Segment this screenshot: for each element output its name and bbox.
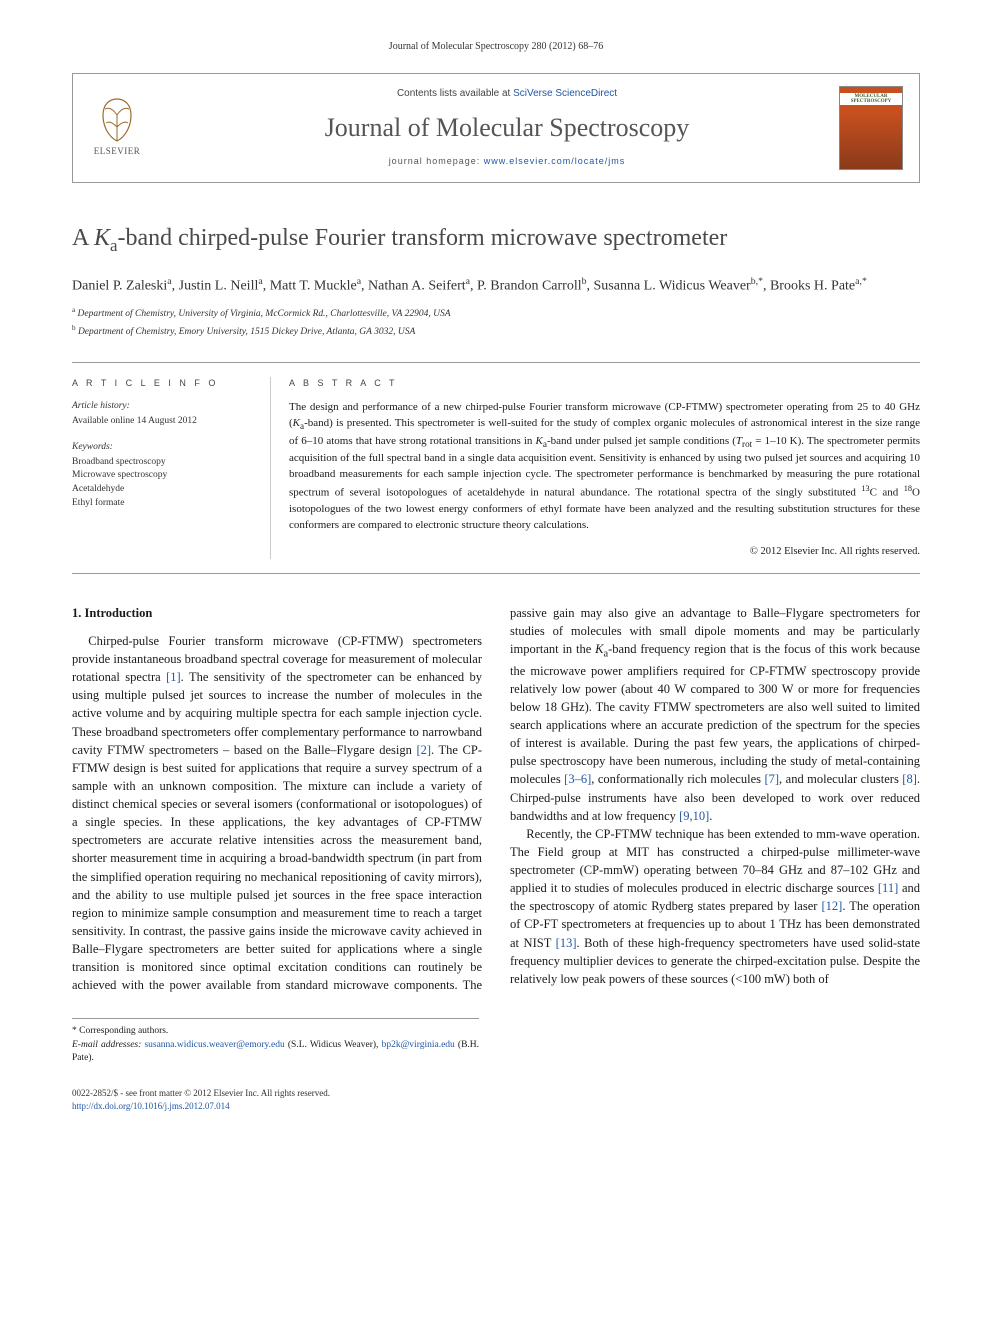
title-pre: A (72, 225, 94, 251)
keyword-item: Microwave spectroscopy (72, 469, 252, 483)
abstract-heading: A B S T R A C T (289, 377, 920, 390)
homepage-prefix: journal homepage: (389, 156, 484, 166)
email1-who: (S.L. Widicus Weaver), (285, 1040, 382, 1050)
title-ital: K (94, 225, 110, 251)
email-addresses: E-mail addresses: susanna.widicus.weaver… (72, 1039, 479, 1066)
affiliation-row: a Department of Chemistry, University of… (72, 305, 920, 322)
journal-cover-thumbnail: MOLECULAR SPECTROSCOPY (839, 86, 903, 170)
article-title: A Ka-band chirped-pulse Fourier transfor… (72, 223, 920, 257)
citation-link[interactable]: [1] (166, 670, 181, 684)
article-history-value: Available online 14 August 2012 (72, 415, 252, 429)
keyword-item: Acetaldehyde (72, 483, 252, 497)
contents-line: Contents lists available at SciVerse Sci… (175, 87, 839, 102)
publisher-logo: ELSEVIER (89, 97, 145, 159)
issn-line: 0022-2852/$ - see front matter © 2012 El… (72, 1087, 920, 1100)
keywords-label: Keywords: (72, 441, 252, 455)
footnote-block: * Corresponding authors. E-mail addresse… (72, 1018, 479, 1065)
homepage-line: journal homepage: www.elsevier.com/locat… (175, 155, 839, 168)
article-info-heading: A R T I C L E I N F O (72, 377, 252, 390)
journal-name: Journal of Molecular Spectroscopy (175, 109, 839, 147)
abstract-copyright: © 2012 Elsevier Inc. All rights reserved… (289, 544, 920, 559)
body-para-2: Recently, the CP-FTMW technique has been… (510, 825, 920, 988)
citation-link[interactable]: [8] (902, 772, 917, 786)
citation-link[interactable]: [13] (556, 936, 577, 950)
keyword-item: Broadband spectroscopy (72, 456, 252, 470)
body-text: 1. Introduction Chirped-pulse Fourier tr… (72, 604, 920, 1066)
author-list: Daniel P. Zaleskia, Justin L. Neilla, Ma… (72, 274, 920, 297)
author-email-1[interactable]: susanna.widicus.weaver@emory.edu (144, 1040, 284, 1050)
section-heading-introduction: 1. Introduction (72, 604, 482, 622)
abstract-text: The design and performance of a new chir… (289, 400, 920, 533)
citation-link[interactable]: [12] (821, 899, 842, 913)
citation-link[interactable]: [7] (764, 772, 779, 786)
doi-link[interactable]: http://dx.doi.org/10.1016/j.jms.2012.07.… (72, 1101, 230, 1111)
article-info-block: A R T I C L E I N F O Article history: A… (72, 377, 270, 559)
sciencedirect-link[interactable]: SciVerse ScienceDirect (513, 88, 617, 99)
citation-link[interactable]: [2] (416, 743, 431, 757)
affiliation-row: b Department of Chemistry, Emory Univers… (72, 323, 920, 340)
article-history-label: Article history: (72, 400, 252, 414)
keyword-item: Ethyl formate (72, 497, 252, 511)
citation-link[interactable]: [9,10] (679, 809, 709, 823)
abstract-block: A B S T R A C T The design and performan… (270, 377, 920, 559)
affiliations: a Department of Chemistry, University of… (72, 305, 920, 340)
email-label: E-mail addresses: (72, 1040, 141, 1050)
journal-citation: Journal of Molecular Spectroscopy 280 (2… (72, 40, 920, 55)
bottom-bar: 0022-2852/$ - see front matter © 2012 El… (72, 1087, 920, 1113)
citation-link[interactable]: [3–6] (564, 772, 591, 786)
author-email-2[interactable]: bp2k@virginia.edu (382, 1040, 455, 1050)
journal-header: ELSEVIER Contents lists available at Sci… (72, 73, 920, 183)
cover-strip-text: MOLECULAR SPECTROSCOPY (840, 93, 902, 105)
title-rest: -band chirped-pulse Fourier transform mi… (117, 225, 727, 251)
citation-link[interactable]: [11] (878, 881, 898, 895)
homepage-link[interactable]: www.elsevier.com/locate/jms (484, 156, 626, 166)
corresponding-authors: * Corresponding authors. (72, 1025, 479, 1038)
contents-prefix: Contents lists available at (397, 88, 513, 99)
publisher-name: ELSEVIER (94, 145, 141, 158)
